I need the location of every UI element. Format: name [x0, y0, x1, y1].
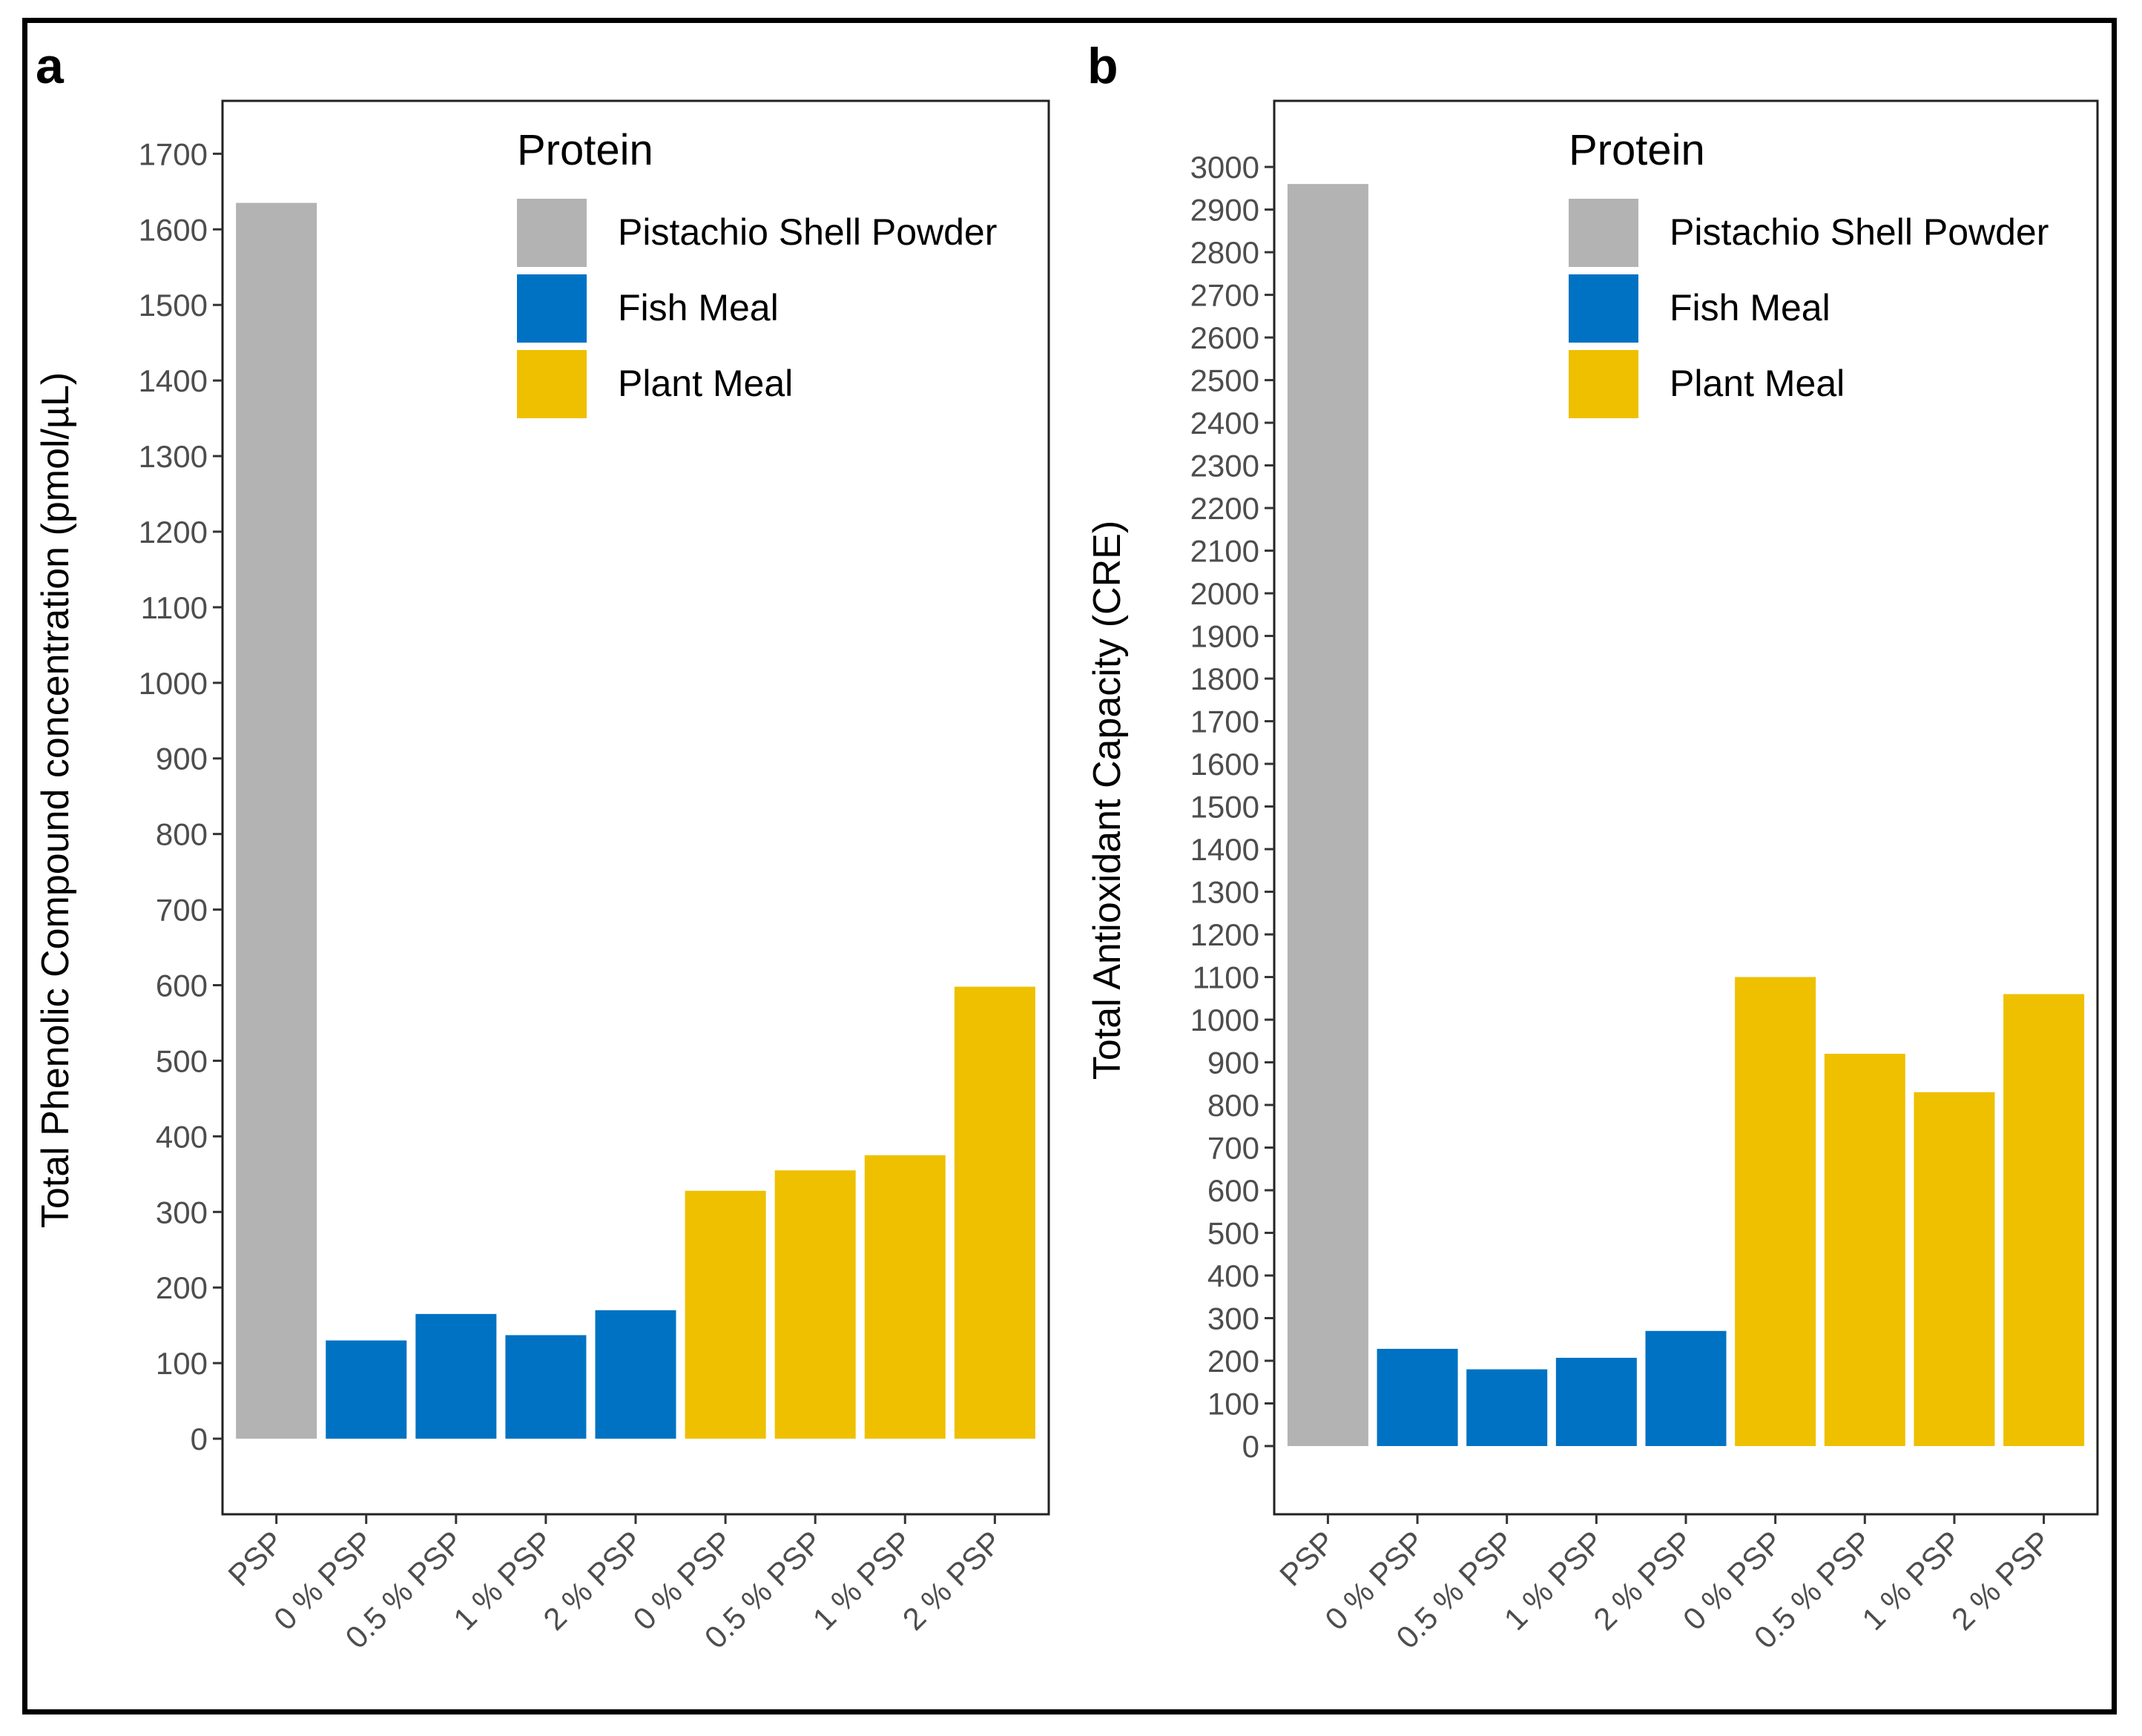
panel-a-y-tick-label: 500: [156, 1043, 208, 1078]
panel-a-legend-label: Pistachio Shell Powder: [618, 211, 997, 253]
panel-a-y-tick-label: 700: [156, 893, 208, 928]
panel-a-bar: [774, 1170, 856, 1439]
panel-b-legend-key: [1569, 350, 1638, 418]
panel-a-y-tick-label: 300: [156, 1195, 208, 1230]
panel-a-y-tick-label: 400: [156, 1119, 208, 1154]
panel-b-y-tick-label: 300: [1207, 1301, 1259, 1336]
panel-b-y-tick-label: 0: [1242, 1429, 1259, 1464]
panel-a-legend-title: Protein: [517, 126, 653, 174]
panel-b-y-tick-label: 2200: [1190, 491, 1259, 526]
panel-a-legend-label: Fish Meal: [618, 287, 779, 329]
panel-a-bar: [236, 202, 317, 1439]
panel-a-y-tick-label: 900: [156, 742, 208, 776]
panel-b-y-tick-label: 2100: [1190, 534, 1259, 569]
panel-b-x-tick-label: 2 % PSP: [1586, 1524, 1699, 1637]
panel-b-y-tick-label: 1600: [1190, 747, 1259, 782]
panel-a-x-tick-label: 1 % PSP: [806, 1524, 919, 1637]
panel-b-y-tick-label: 1900: [1190, 619, 1259, 654]
panel-b-y-tick-label: 1000: [1190, 1003, 1259, 1037]
panel-b-bar: [1287, 184, 1368, 1447]
panel-b-y-tick-label: 2000: [1190, 576, 1259, 611]
panel-a-y-tick-label: 1000: [139, 666, 208, 701]
panel-a-y-tick-label: 1300: [139, 439, 208, 474]
panel-b-y-tick-label: 1100: [1193, 960, 1259, 995]
panel-b-y-axis-title: Total Antioxidant Capacity (CRE): [1086, 521, 1129, 1080]
panel-b-y-tick-label: 1500: [1190, 790, 1259, 825]
panel-b-y-tick-label: 1800: [1190, 661, 1259, 696]
panel-b-y-tick-label: 3000: [1190, 150, 1259, 185]
panel-b-bar: [2003, 994, 2085, 1447]
panel-a-bar: [415, 1313, 497, 1439]
panel-a-bar: [864, 1155, 946, 1439]
panel-b-bar: [1645, 1330, 1727, 1447]
panel-b-x-tick-label: 1 % PSP: [1497, 1524, 1610, 1637]
panel-a-legend-key: [517, 274, 587, 343]
panel-b-legend-title: Protein: [1569, 126, 1705, 174]
panel-a-x-tick-label: 2 % PSP: [536, 1524, 649, 1637]
panel-a-x-tick-label: 2 % PSP: [896, 1524, 1009, 1637]
panel-b-y-tick-label: 400: [1207, 1258, 1259, 1293]
panel-a-y-tick-label: 800: [156, 817, 208, 852]
panel-b-bar: [1824, 1054, 1905, 1447]
panel-a-y-axis-title: Total Phenolic Compound concentration (p…: [34, 372, 77, 1228]
panel-a-legend-label: Plant Meal: [618, 363, 793, 404]
panel-b-y-tick-label: 1300: [1190, 875, 1259, 910]
panel-a-bar: [595, 1310, 676, 1439]
panel-b-bar: [1377, 1348, 1458, 1447]
panel-a-y-tick-label: 1500: [139, 288, 208, 323]
panel-a-y-tick-label: 600: [156, 968, 208, 1003]
panel-a-y-tick-label: 1400: [139, 363, 208, 398]
panel-a-y-tick-label: 1200: [139, 515, 208, 549]
panel-b-x-tick-label: PSP: [1273, 1524, 1342, 1593]
panel-a-y-tick-label: 1600: [139, 212, 208, 247]
panel-b-y-tick-label: 600: [1207, 1173, 1259, 1208]
panel-b-y-tick-label: 200: [1207, 1344, 1259, 1379]
panel-b-y-tick-label: 800: [1207, 1088, 1259, 1123]
panel-a-y-tick-label: 1100: [141, 590, 208, 625]
panel-b-y-tick-label: 100: [1207, 1387, 1259, 1422]
panel-b-label: b: [1087, 38, 1118, 94]
panel-b-legend-label: Pistachio Shell Powder: [1670, 211, 2049, 253]
panel-a-x-tick-label: PSP: [221, 1524, 290, 1593]
panel-b-legend-label: Plant Meal: [1670, 363, 1845, 404]
figure-border: [22, 18, 2117, 1714]
panel-b-y-tick-label: 2900: [1190, 193, 1259, 228]
panel-a-x-tick-label: 1 % PSP: [446, 1524, 559, 1637]
panel-b-y-tick-label: 900: [1207, 1046, 1259, 1080]
panel-a-bar: [326, 1340, 407, 1439]
panel-b-y-tick-label: 2400: [1190, 406, 1259, 440]
panel-b-x-tick-label: 2 % PSP: [1945, 1524, 2057, 1637]
panel-b-y-tick-label: 700: [1207, 1131, 1259, 1166]
panel-b-y-tick-label: 2300: [1190, 449, 1259, 483]
panel-a-bar: [505, 1335, 587, 1439]
panel-b-legend-key: [1569, 199, 1638, 267]
panel-a-y-tick-label: 1700: [139, 136, 208, 171]
panel-b-y-tick-label: 2700: [1190, 278, 1259, 313]
panel-b-y-tick-label: 1200: [1190, 917, 1259, 952]
panel-b-bar: [1914, 1092, 1995, 1447]
panel-b-y-tick-label: 2500: [1190, 363, 1259, 398]
panel-b-legend-key: [1569, 274, 1638, 343]
panel-b-y-tick-label: 2800: [1190, 235, 1259, 270]
panel-a-y-tick-label: 100: [156, 1346, 208, 1381]
panel-a-y-tick-label: 200: [156, 1270, 208, 1305]
panel-a-bar: [954, 986, 1035, 1439]
panel-b-x-tick-label: 1 % PSP: [1855, 1524, 1968, 1637]
panel-b-y-tick-label: 2600: [1190, 320, 1259, 355]
panel-a-bar: [685, 1190, 766, 1439]
panel-b-y-tick-label: 1700: [1190, 704, 1259, 739]
panel-a-legend-key: [517, 199, 587, 267]
panel-a-label: a: [36, 38, 64, 94]
panel-b-y-tick-label: 500: [1207, 1216, 1259, 1251]
panel-b-bar: [1466, 1369, 1548, 1447]
panel-b-legend-label: Fish Meal: [1670, 287, 1830, 329]
panel-b-bar: [1555, 1357, 1637, 1447]
panel-a-legend-key: [517, 350, 587, 418]
panel-b-y-tick-label: 1400: [1190, 832, 1259, 867]
panel-a-y-tick-label: 0: [191, 1422, 208, 1456]
panel-b-bar: [1735, 977, 1816, 1447]
